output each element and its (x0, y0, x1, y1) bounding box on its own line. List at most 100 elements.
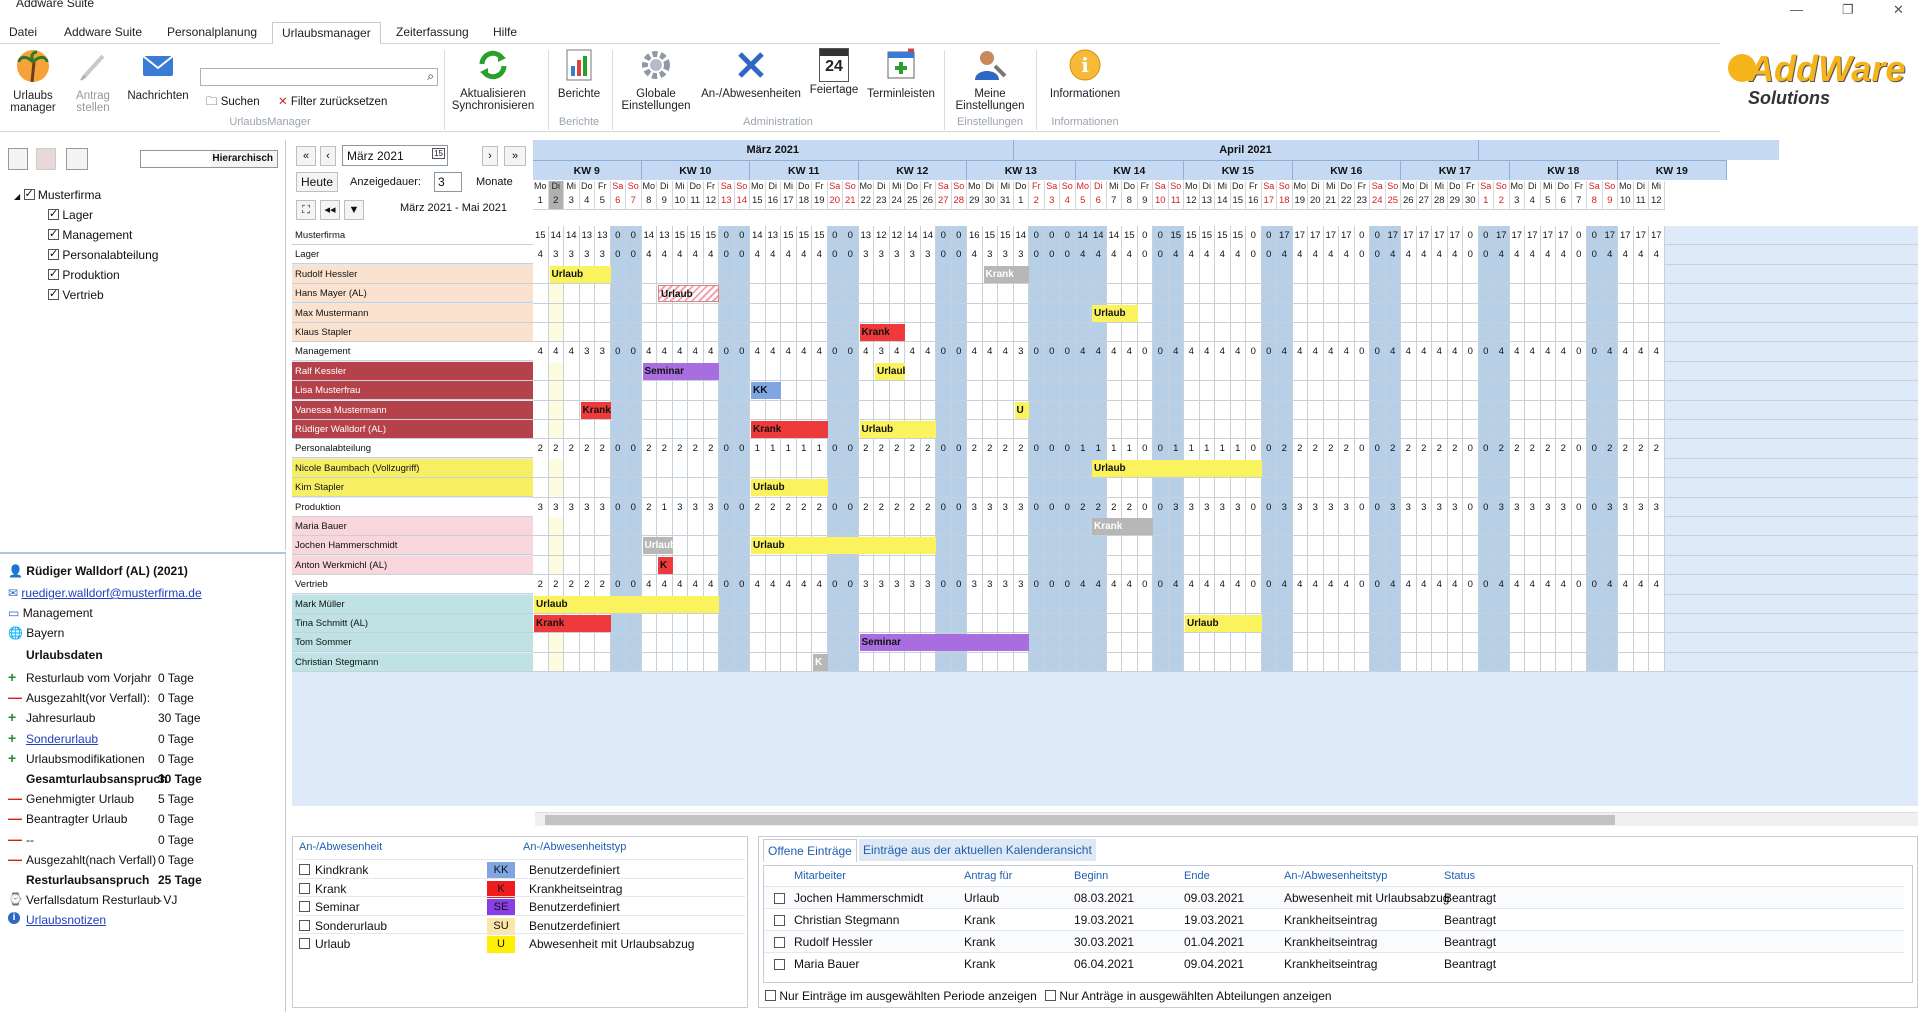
absence-bar-krank[interactable]: Krank (580, 401, 611, 419)
tree-checkbox[interactable] (48, 267, 59, 280)
row-label[interactable]: Management (292, 342, 533, 362)
last-button[interactable]: » (504, 146, 526, 166)
tree-checkbox[interactable] (48, 287, 59, 300)
absence-bar-urlaub[interactable]: Urlaub (534, 595, 719, 613)
absence-bar-urlaub[interactable]: U (1014, 401, 1029, 419)
legend-checkbox[interactable] (299, 901, 310, 913)
row-label[interactable]: Musterfirma (292, 226, 533, 245)
row-label[interactable]: Vanessa Mustermann (292, 400, 533, 420)
option-checkbox[interactable] (1045, 990, 1056, 1001)
expand-icon[interactable]: ◢ (14, 192, 21, 201)
row-label[interactable]: Lager (292, 245, 533, 265)
entry-checkbox[interactable] (774, 959, 785, 970)
absence-bar-urlaub[interactable]: Urlaub (1092, 459, 1262, 477)
tree-root-checkbox[interactable] (23, 187, 35, 200)
prev-button[interactable]: ‹ (320, 146, 336, 166)
detail-label[interactable]: Urlaubsnotizen (26, 913, 107, 928)
entry-checkbox[interactable] (774, 915, 785, 926)
tree-checkbox[interactable] (48, 207, 59, 220)
hierarchisch-toggle[interactable]: Hierarchisch (212, 153, 273, 164)
absence-bar-urlaub[interactable]: Urlaub (1092, 304, 1138, 322)
absence-bar-kk[interactable]: KK (751, 382, 781, 400)
row-label[interactable]: Lisa Musterfrau (292, 381, 533, 401)
row-label[interactable]: Rudolf Hessler (292, 264, 533, 284)
row-label[interactable]: Tina Schmitt (AL) (292, 614, 533, 633)
scrollbar-thumb[interactable] (545, 815, 1615, 825)
first-button[interactable]: « (296, 146, 316, 166)
absence-bar-seminar[interactable]: Seminar (859, 634, 1029, 652)
absence-bar-urlaub[interactable]: Urlaub (1185, 615, 1262, 632)
row-label[interactable]: Mark Müller (292, 594, 533, 614)
tree-item-management[interactable]: Management (48, 227, 132, 242)
absence-bar-grey[interactable]: Krank (1092, 518, 1153, 535)
tree-checkbox[interactable] (48, 247, 59, 260)
search-icon[interactable]: ⌕ (427, 69, 434, 83)
row-label[interactable]: Nicole Baumbach (Vollzugriff) (292, 458, 533, 478)
tree-checkbox[interactable] (48, 227, 59, 240)
berichte-button[interactable]: Berichte (552, 48, 606, 100)
dauer-stepper[interactable]: 3 (434, 172, 462, 192)
tree-item-personalabteilung[interactable]: Personalabteilung (48, 247, 158, 262)
absence-bar-krank[interactable]: Krank (751, 421, 828, 438)
entry-row[interactable]: Jochen Hammerschmidt Urlaub 08.03.2021 09.0… (764, 886, 1904, 908)
row-label[interactable]: Kim Stapler (292, 478, 533, 498)
row-label[interactable]: Jochen Hammerschmidt (292, 536, 533, 556)
calendar-picker-icon[interactable]: 15 (432, 148, 445, 159)
legend-row[interactable]: Urlaub U Abwesenheit mit Urlaubsabzug (297, 933, 745, 955)
feiertage-button[interactable]: 24 Feiertage (806, 48, 862, 97)
row-label[interactable]: Christian Stegmann (292, 652, 533, 672)
informationen-button[interactable]: i Informationen (1042, 48, 1128, 100)
absence-bar-urlaub[interactable]: Urlaub (751, 537, 936, 555)
absence-bar-urlaub[interactable]: Urlaub (875, 362, 905, 380)
heute-button[interactable]: Heute (296, 172, 338, 192)
meine-einstellungen-button[interactable]: Meine Einstellungen (950, 48, 1030, 113)
row-label[interactable]: Tom Sommer (292, 633, 533, 653)
entry-checkbox[interactable] (774, 937, 785, 948)
tab-kalenderansicht[interactable]: Einträge aus der aktuellen Kalenderansic… (859, 839, 1096, 861)
month-picker[interactable]: März 2021 15 (342, 145, 448, 166)
row-label[interactable]: Maria Bauer (292, 517, 533, 536)
menu-datei[interactable]: Datei (9, 25, 38, 39)
absence-bar-urlaub[interactable]: Urlaub (859, 421, 936, 438)
option-periode[interactable]: Nur Einträge im ausgewählten Periode anz… (765, 989, 1037, 1003)
row-label[interactable]: Ralf Kessler (292, 361, 533, 381)
suchen-button[interactable]: 🗀 Suchen (206, 94, 260, 113)
an-abwesenheiten-button[interactable]: An-/Abwesenheiten (698, 48, 804, 100)
row-label[interactable]: Rüdiger Walldorf (AL) (292, 420, 533, 439)
row-label[interactable]: Hans Mayer (AL) (292, 284, 533, 304)
entry-row[interactable]: Christian Stegmann Krank 19.03.2021 19.03.2… (764, 908, 1904, 930)
sync-button[interactable]: Aktualisieren Synchronisieren (448, 48, 538, 113)
globale-einstellungen-button[interactable]: Globale Einstellungen (618, 48, 694, 113)
tree-item-produktion[interactable]: Produktion (48, 267, 120, 282)
detail-label[interactable]: Sonderurlaub (26, 731, 99, 746)
row-label[interactable]: Produktion (292, 497, 533, 517)
refresh-icon[interactable] (66, 148, 88, 170)
terminleisten-button[interactable]: Terminleisten (864, 48, 938, 100)
entry-checkbox[interactable] (774, 893, 785, 904)
legend-checkbox[interactable] (299, 938, 310, 950)
maximize-button[interactable]: ❐ (1842, 2, 1854, 17)
absence-bar-krank[interactable]: Krank (534, 615, 611, 632)
legend-row[interactable]: Krank K Krankheitseintrag (297, 877, 745, 900)
menu-addware-suite[interactable]: Addware Suite (64, 25, 143, 39)
minimize-button[interactable]: — (1790, 2, 1803, 17)
rewind-icon[interactable]: ◂◂ (320, 200, 340, 220)
absence-bar-grey[interactable]: K (813, 653, 828, 671)
menu-hilfe[interactable]: Hilfe (493, 25, 518, 39)
absence-bar-seminar[interactable]: Seminar (642, 362, 719, 380)
menu-urlaubsmanager[interactable]: Urlaubsmanager (272, 22, 381, 45)
delete-icon[interactable] (36, 148, 56, 170)
row-label[interactable]: Max Mustermann (292, 303, 533, 323)
nachrichten-button[interactable]: Nachrichten (124, 48, 192, 102)
legend-row[interactable]: Kindkrank KK Benutzerdefiniert (297, 859, 745, 881)
email-link[interactable]: ruediger.walldorf@musterfirma.de (21, 586, 202, 600)
hierarchisch-slider[interactable] (141, 151, 211, 167)
absence-bar-krank[interactable]: K (658, 556, 673, 574)
down-icon[interactable]: ▼ (344, 200, 364, 220)
tab-offene-eintraege[interactable]: Offene Einträge (763, 839, 857, 862)
urlaubsmanager-button[interactable]: Urlaubs manager (6, 48, 60, 115)
menu-zeiterfassung[interactable]: Zeiterfassung (396, 25, 469, 39)
absence-bar-urlaub[interactable]: Urlaub (549, 265, 611, 283)
absence-bar-grey[interactable]: Krank (983, 265, 1029, 283)
absence-bar-pending[interactable]: Urlaub (658, 285, 719, 303)
